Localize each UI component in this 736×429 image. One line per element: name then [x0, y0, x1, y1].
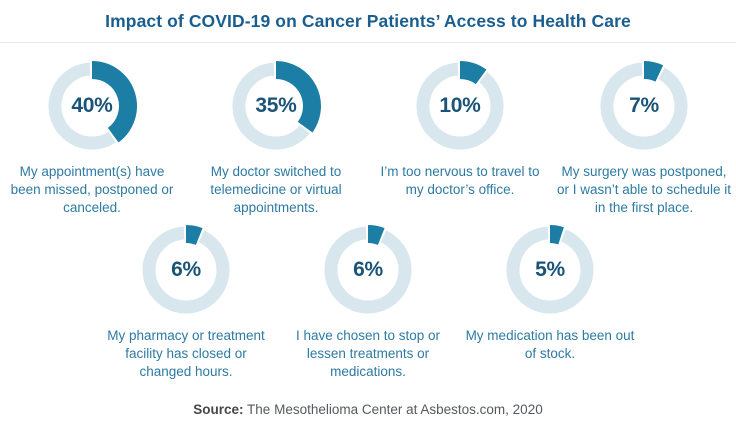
donut-value: 40%	[71, 94, 113, 117]
donut-card: 40% My appointment(s) have been missed, p…	[0, 59, 184, 217]
donut-svg	[600, 60, 688, 150]
donut-value: 10%	[439, 94, 481, 117]
donut-card: 10% I’m too nervous to travel to my docto…	[368, 59, 552, 199]
donut-arc	[367, 224, 385, 245]
donut-chart: 10%	[413, 59, 507, 153]
donut-label: My pharmacy or treatment facility has cl…	[107, 327, 265, 379]
donut-label: My medication has been out of stock.	[465, 327, 635, 361]
donut-chart: 35%	[229, 59, 323, 153]
donut-value: 6%	[171, 257, 201, 281]
donut-arc	[549, 224, 564, 245]
donut-value: 5%	[535, 257, 565, 281]
donut-svg	[506, 223, 594, 314]
donut-chart: 40%	[45, 59, 139, 153]
donut-label: I have chosen to stop or lessen treatmen…	[295, 327, 441, 379]
donut-chart: 7%	[597, 59, 691, 153]
page-title: Impact of COVID-19 on Cancer Patients’ A…	[105, 11, 631, 31]
donut-svg	[416, 60, 504, 150]
donut-card: 5% My medication has been out of stock.	[459, 223, 641, 363]
title-divider	[0, 42, 736, 43]
donut-card: 7% My surgery was postponed, or I wasn’t …	[552, 59, 736, 217]
donut-label: My surgery was postponed, or I wasn’t ab…	[556, 164, 732, 215]
donut-arc	[275, 61, 321, 133]
source-prefix: Source:	[193, 401, 244, 417]
source-text: The Mesothelioma Center at Asbestos.com,…	[243, 401, 543, 417]
donut-svg	[324, 223, 412, 314]
donut-card: 6% I have chosen to stop or lessen treatm…	[277, 223, 459, 381]
donut-svg	[48, 60, 138, 150]
donut-value: 6%	[353, 257, 383, 281]
donut-label: My appointment(s) have been missed, post…	[10, 164, 174, 215]
donut-value: 7%	[629, 94, 659, 117]
donut-row-1: 40% My appointment(s) have been missed, p…	[0, 59, 736, 217]
donut-arc	[185, 224, 203, 245]
donut-value: 35%	[255, 94, 297, 117]
donut-chart: 6%	[321, 223, 415, 317]
donut-chart: 5%	[503, 223, 597, 317]
donut-row-2: 6% My pharmacy or treatment facility has …	[0, 223, 736, 381]
donut-label: My doctor switched to telemedicine or vi…	[210, 164, 342, 215]
donut-card: 6% My pharmacy or treatment facility has …	[95, 223, 277, 381]
donut-card: 35% My doctor switched to telemedicine or…	[184, 59, 368, 217]
donut-svg	[142, 223, 230, 314]
donut-chart: 6%	[139, 223, 233, 317]
donut-arc	[459, 61, 487, 85]
source-line: Source: The Mesothelioma Center at Asbes…	[0, 402, 736, 417]
donut-arc	[643, 61, 664, 82]
donut-svg	[232, 60, 322, 150]
donut-arc	[91, 61, 137, 143]
donut-label: I’m too nervous to travel to my doctor’s…	[380, 164, 540, 197]
